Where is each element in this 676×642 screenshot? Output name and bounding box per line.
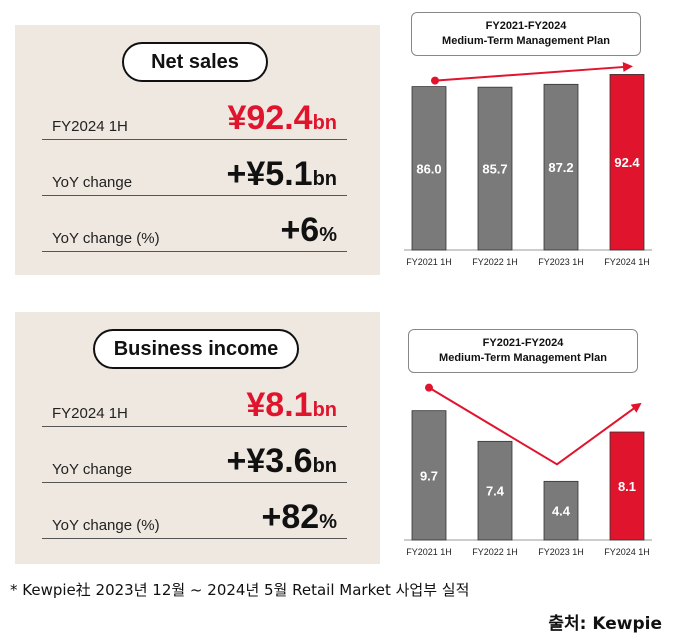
- bar-fy2023-1h: [543, 480, 579, 541]
- chart-subtitle: Medium-Term Management Plan: [442, 35, 610, 47]
- chart-title: FY2021-FY2024: [485, 20, 567, 32]
- x-tick-label: FY2022 1H: [472, 547, 518, 557]
- business-income-row-yoy: YoY change +¥3.6bn: [42, 426, 347, 483]
- net-sales-row-yoy: YoY change +¥5.1bn: [42, 139, 347, 196]
- bar-value-label: 87.2: [548, 160, 573, 175]
- row-label: FY2024 1H: [52, 118, 128, 135]
- chart-subtitle: Medium-Term Management Plan: [439, 352, 607, 364]
- row-value: ¥92.4bn: [227, 99, 337, 137]
- business-income-row-yoy-pct: YoY change (%) +82%: [42, 482, 347, 539]
- row-value: +6%: [280, 211, 337, 249]
- net-sales-row-yoy-pct: YoY change (%) +6%: [42, 195, 347, 252]
- bar-fy2022-1h: [477, 440, 513, 541]
- row-label: YoY change: [52, 174, 133, 191]
- net-sales-chart: 86.0 FY2021 1H 85.7 FY2022 1H 87.2 FY2023 1H 9…: [404, 62, 652, 267]
- bar-fy2024-1h: [609, 74, 645, 251]
- business-income-chart: 9.7 FY2021 1H 7.4 FY2022 1H 4.4 FY2023 1H 8.1 F…: [404, 383, 652, 557]
- business-income-row-current: FY2024 1H ¥8.1bn: [42, 370, 347, 427]
- row-value: +¥5.1bn: [226, 155, 337, 193]
- bar-value-label: 8.1: [618, 479, 636, 494]
- chart-title: FY2021-FY2024: [482, 337, 564, 349]
- bar-value-label: 92.4: [614, 155, 640, 170]
- x-tick-label: FY2023 1H: [538, 547, 584, 557]
- bar-fy2022-1h: [477, 86, 513, 251]
- business-income-title: Business income: [93, 329, 299, 369]
- net-sales-row-current: FY2024 1H ¥92.4bn: [42, 83, 347, 140]
- bar-fy2024-1h: [609, 431, 645, 541]
- bar-value-label: 7.4: [486, 484, 505, 499]
- bar-value-label: 9.7: [420, 468, 438, 483]
- bar-fy2023-1h: [543, 83, 579, 251]
- row-value: +82%: [261, 498, 337, 536]
- net-sales-panel: Net sales FY2024 1H ¥92.4bn YoY change +…: [15, 25, 380, 275]
- source-credit: 출처: Kewpie: [548, 614, 662, 634]
- chart-title-box-business-income: FY2021-FY2024 Medium-Term Management Pla…: [408, 329, 638, 373]
- x-tick-label: FY2023 1H: [538, 257, 584, 267]
- row-value: ¥8.1bn: [246, 386, 337, 424]
- x-tick-label: FY2024 1H: [604, 257, 650, 267]
- x-tick-label: FY2021 1H: [406, 257, 452, 267]
- net-sales-title: Net sales: [122, 42, 268, 82]
- footnote: * Kewpie社 2023년 12월 ~ 2024년 5월 Retail Ma…: [10, 581, 470, 599]
- trend-arrow: [434, 62, 633, 82]
- x-tick-label: FY2022 1H: [472, 257, 518, 267]
- x-tick-label: FY2021 1H: [406, 547, 452, 557]
- row-label: YoY change (%): [52, 230, 160, 247]
- bar-fy2021-1h: [411, 86, 447, 251]
- row-value: +¥3.6bn: [226, 442, 337, 480]
- row-label: YoY change: [52, 461, 133, 478]
- bar-value-label: 4.4: [552, 504, 571, 519]
- bar-fy2021-1h: [411, 410, 447, 541]
- row-label: FY2024 1H: [52, 405, 128, 422]
- row-label: YoY change (%): [52, 517, 160, 534]
- trend-arrow: [428, 386, 642, 466]
- x-tick-label: FY2024 1H: [604, 547, 650, 557]
- business-income-panel: Business income FY2024 1H ¥8.1bn YoY cha…: [15, 312, 380, 564]
- bar-value-label: 85.7: [482, 162, 507, 177]
- chart-title-box-net-sales: FY2021-FY2024 Medium-Term Management Pla…: [411, 12, 641, 56]
- bar-value-label: 86.0: [416, 161, 441, 176]
